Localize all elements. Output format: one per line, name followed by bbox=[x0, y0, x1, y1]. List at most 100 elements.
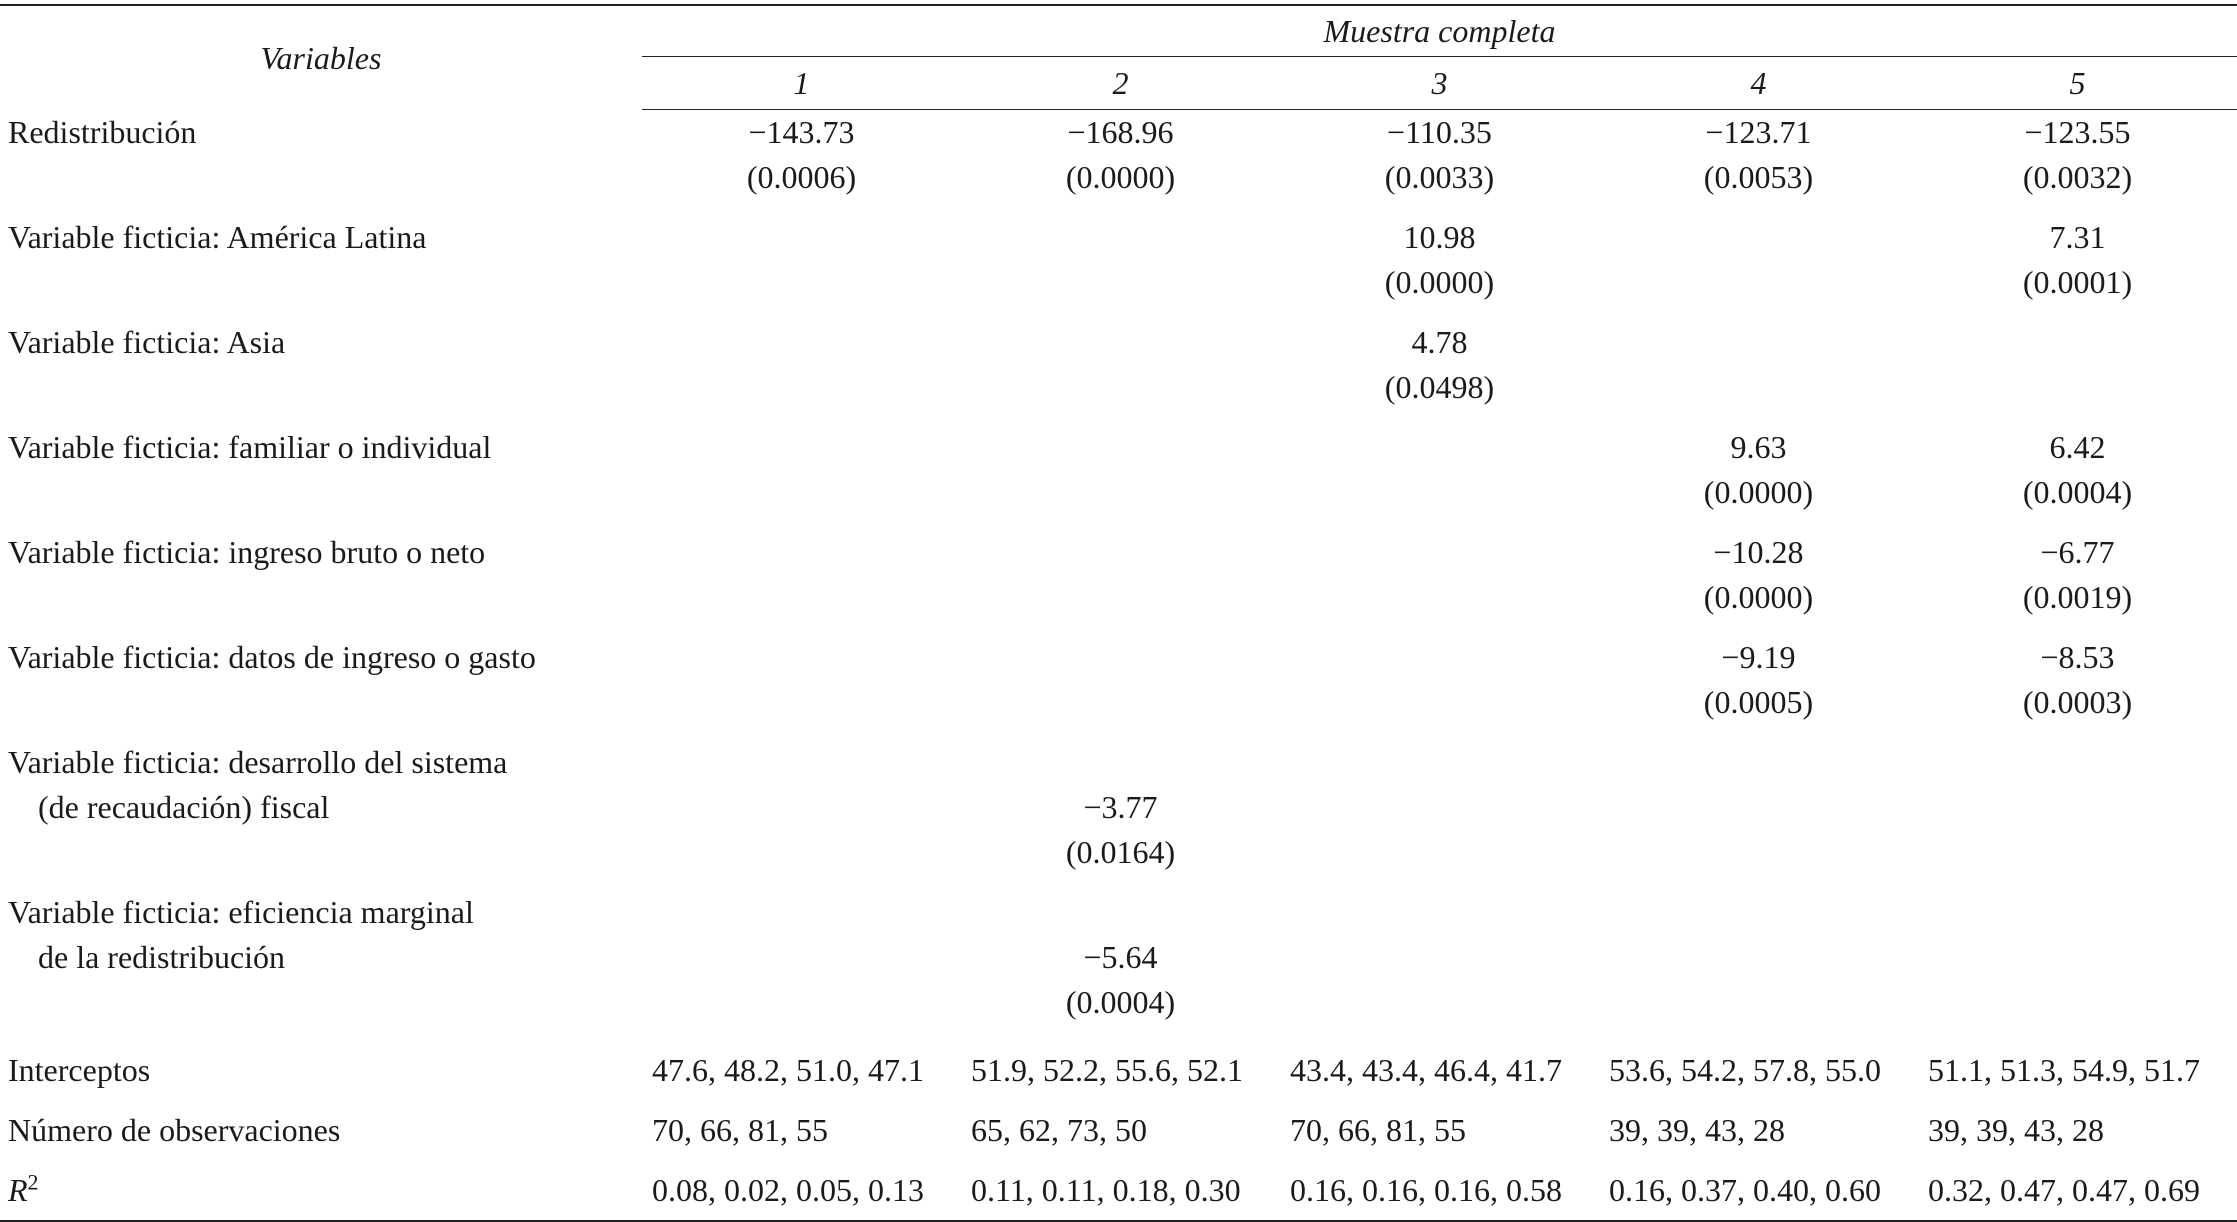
table-row: Variable ficticia: Asia 4.78 (0.0498) bbox=[0, 320, 2237, 425]
variables-header: Variables bbox=[260, 39, 382, 76]
row-label-line: Variable ficticia: Asia bbox=[8, 324, 286, 360]
table-cell: −5.64 (0.0004) bbox=[961, 890, 1280, 1040]
table-cell bbox=[1280, 740, 1599, 890]
table-cell: 9.63 (0.0000) bbox=[1599, 425, 1918, 530]
summary-cell: 51.1, 51.3, 54.9, 51.7 bbox=[1927, 1052, 2200, 1088]
table-cell: −6.77 (0.0019) bbox=[1918, 530, 2237, 635]
column-header-2: 2 bbox=[960, 56, 1280, 110]
summary-cell: 39, 39, 43, 28 bbox=[1927, 1112, 2104, 1148]
row-label: Variable ficticia: Asia bbox=[0, 320, 642, 425]
coefficient-value: −123.71 bbox=[1705, 114, 1812, 150]
table-row: Variable ficticia: datos de ingreso o ga… bbox=[0, 635, 2237, 740]
coefficient-value: 7.31 bbox=[2049, 219, 2106, 255]
p-value: (0.0053) bbox=[1703, 159, 1814, 195]
regression-table-page: Variables Muestra completa 1 2 3 4 5 Red… bbox=[0, 4, 2237, 1222]
summary-label: Número de observaciones bbox=[0, 1100, 642, 1160]
summary-cell: 0.16, 0.37, 0.40, 0.60 bbox=[1608, 1172, 1881, 1208]
summary-label: R2 bbox=[0, 1160, 642, 1220]
table-cell bbox=[961, 635, 1280, 740]
table-cell: −8.53 (0.0003) bbox=[1918, 635, 2237, 740]
summary-label: Interceptos bbox=[0, 1040, 642, 1100]
summary-cell: 47.6, 48.2, 51.0, 47.1 bbox=[652, 1052, 924, 1088]
table-row: Variable ficticia: desarrollo del sistem… bbox=[0, 740, 2237, 890]
row-label-line: Variable ficticia: América Latina bbox=[8, 219, 427, 255]
table-cell bbox=[1599, 740, 1918, 890]
summary-cell: 0.32, 0.47, 0.47, 0.69 bbox=[1927, 1172, 2200, 1208]
table-cell: 4.78 (0.0498) bbox=[1280, 320, 1599, 425]
table-cell: −123.55 (0.0032) bbox=[1918, 110, 2237, 216]
coefficient-value: 10.98 bbox=[1403, 219, 1476, 255]
coefficient-value: −110.35 bbox=[1387, 114, 1492, 150]
table-cell bbox=[642, 425, 961, 530]
summary-cell: 70, 66, 81, 55 bbox=[652, 1112, 828, 1148]
table-cell bbox=[1918, 740, 2237, 890]
table-cell bbox=[1599, 320, 1918, 425]
p-value: (0.0006) bbox=[746, 159, 857, 195]
summary-cell: 70, 66, 81, 55 bbox=[1289, 1112, 1466, 1148]
p-value: (0.0032) bbox=[2022, 159, 2133, 195]
row-label: Variable ficticia: ingreso bruto o neto bbox=[0, 530, 642, 635]
row-label-line: Variable ficticia: datos de ingreso o ga… bbox=[8, 639, 536, 675]
row-label-line: Variable ficticia: familiar o individual bbox=[8, 429, 492, 465]
p-value: (0.0003) bbox=[2022, 684, 2133, 720]
summary-cell: 43.4, 43.4, 46.4, 41.7 bbox=[1289, 1052, 1562, 1088]
p-value: (0.0000) bbox=[1703, 579, 1814, 615]
coefficient-value: −6.77 bbox=[2040, 534, 2115, 570]
p-value: (0.0005) bbox=[1703, 684, 1814, 720]
regression-table: Variables Muestra completa 1 2 3 4 5 Red… bbox=[0, 4, 2237, 1222]
table-row: Variable ficticia: eficiencia marginal de… bbox=[0, 890, 2237, 1040]
coefficient-value: −8.53 bbox=[2040, 639, 2115, 675]
p-value: (0.0019) bbox=[2022, 579, 2133, 615]
coefficient-value: −10.28 bbox=[1713, 534, 1804, 570]
table-cell: −143.73 (0.0006) bbox=[642, 110, 961, 216]
coefficient-value: −9.19 bbox=[1721, 639, 1796, 675]
summary-label-text: Interceptos bbox=[8, 1052, 151, 1088]
sample-group-header: Muestra completa bbox=[642, 6, 2237, 57]
row-label-line: (de recaudación) fiscal bbox=[38, 789, 330, 825]
table-cell bbox=[961, 530, 1280, 635]
table-cell: −10.28 (0.0000) bbox=[1599, 530, 1918, 635]
table-cell bbox=[961, 425, 1280, 530]
table-cell bbox=[1280, 425, 1599, 530]
table-cell bbox=[642, 890, 961, 1040]
row-label-line: Variable ficticia: ingreso bruto o neto bbox=[8, 534, 486, 570]
row-label: Variable ficticia: familiar o individual bbox=[0, 425, 642, 530]
summary-cell: 0.08, 0.02, 0.05, 0.13 bbox=[652, 1172, 924, 1208]
p-value: (0.0498) bbox=[1384, 369, 1495, 405]
summary-label-text: Número de observaciones bbox=[8, 1112, 341, 1148]
table-cell: 10.98 (0.0000) bbox=[1280, 215, 1599, 320]
row-label-line: Redistribución bbox=[8, 113, 197, 150]
summary-cell: 51.9, 52.2, 55.6, 52.1 bbox=[970, 1052, 1243, 1088]
coefficient-value: −3.77 bbox=[1083, 789, 1158, 825]
row-label: Variable ficticia: América Latina bbox=[0, 215, 642, 320]
row-label: Redistribución bbox=[0, 110, 642, 216]
table-cell bbox=[1280, 890, 1599, 1040]
table-cell bbox=[1280, 635, 1599, 740]
row-label: Variable ficticia: desarrollo del sistem… bbox=[0, 740, 642, 890]
coefficient-value: 9.63 bbox=[1730, 429, 1787, 465]
table-cell: −168.96 (0.0000) bbox=[961, 110, 1280, 216]
table-cell bbox=[642, 215, 961, 320]
table-cell: −9.19 (0.0005) bbox=[1599, 635, 1918, 740]
coefficient-value: 4.78 bbox=[1411, 324, 1468, 360]
p-value: (0.0164) bbox=[1065, 834, 1176, 870]
coefficient-value: −123.55 bbox=[2024, 114, 2131, 150]
p-value: (0.0004) bbox=[1065, 984, 1176, 1020]
table-cell bbox=[1599, 215, 1918, 320]
p-value: (0.0004) bbox=[2022, 474, 2133, 510]
summary-cell: 0.11, 0.11, 0.18, 0.30 bbox=[970, 1172, 1241, 1208]
summary-row: Número de observaciones 70, 66, 81, 55 65,… bbox=[0, 1100, 2237, 1160]
row-label-line: Variable ficticia: desarrollo del sistem… bbox=[8, 744, 508, 780]
column-header-4: 4 bbox=[1598, 56, 1918, 110]
table-cell: 6.42 (0.0004) bbox=[1918, 425, 2237, 530]
row-label: Variable ficticia: eficiencia marginal de… bbox=[0, 890, 642, 1040]
column-header-5: 5 bbox=[1917, 56, 2237, 110]
coefficient-value: −143.73 bbox=[748, 114, 855, 150]
column-header-3: 3 bbox=[1279, 56, 1599, 110]
p-value: (0.0000) bbox=[1384, 264, 1495, 300]
table-cell bbox=[961, 320, 1280, 425]
coefficient-value: −168.96 bbox=[1067, 114, 1174, 150]
summary-label-text: R bbox=[8, 1172, 28, 1208]
summary-label-superscript: 2 bbox=[27, 1169, 39, 1195]
summary-row: Interceptos 47.6, 48.2, 51.0, 47.1 51.9, 5… bbox=[0, 1040, 2237, 1100]
